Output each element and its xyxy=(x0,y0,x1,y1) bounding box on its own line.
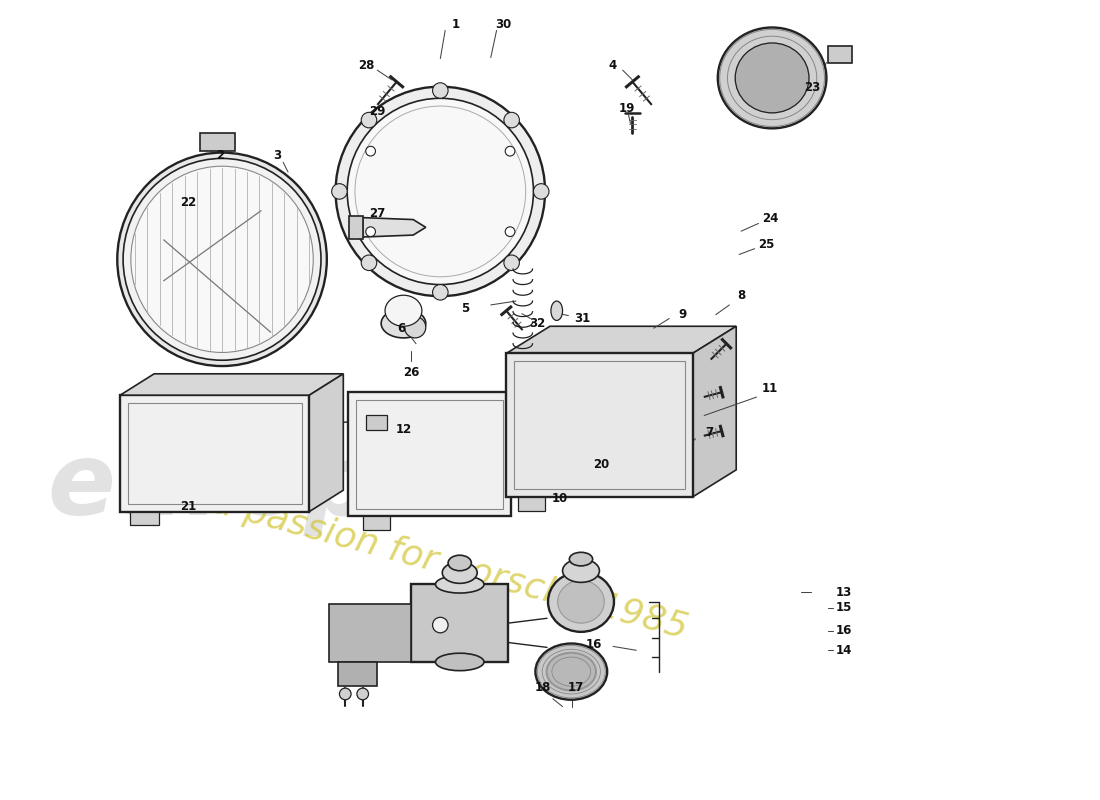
FancyBboxPatch shape xyxy=(411,584,508,662)
Ellipse shape xyxy=(381,309,426,338)
Polygon shape xyxy=(693,326,736,497)
Text: 25: 25 xyxy=(758,238,774,251)
Text: a passion for porsche 1985: a passion for porsche 1985 xyxy=(208,485,692,645)
Ellipse shape xyxy=(355,106,526,277)
Text: 16: 16 xyxy=(585,638,602,651)
Text: 24: 24 xyxy=(762,212,779,225)
Polygon shape xyxy=(120,374,343,395)
Text: 17: 17 xyxy=(568,681,584,694)
Text: 29: 29 xyxy=(370,106,385,118)
Text: 30: 30 xyxy=(495,18,512,31)
FancyBboxPatch shape xyxy=(363,517,389,530)
Ellipse shape xyxy=(551,301,562,321)
Text: 14: 14 xyxy=(836,644,852,657)
FancyBboxPatch shape xyxy=(506,354,693,497)
Ellipse shape xyxy=(436,653,484,670)
FancyBboxPatch shape xyxy=(339,662,377,686)
Ellipse shape xyxy=(548,572,614,632)
Ellipse shape xyxy=(405,317,426,338)
Text: 4: 4 xyxy=(609,59,617,72)
Circle shape xyxy=(340,688,351,700)
Text: 22: 22 xyxy=(180,195,196,209)
Ellipse shape xyxy=(224,241,254,293)
FancyBboxPatch shape xyxy=(349,392,512,517)
Ellipse shape xyxy=(118,153,327,366)
Ellipse shape xyxy=(735,43,808,113)
Circle shape xyxy=(504,255,519,270)
Polygon shape xyxy=(309,374,343,511)
Text: 15: 15 xyxy=(836,601,852,614)
Ellipse shape xyxy=(562,559,600,582)
FancyBboxPatch shape xyxy=(349,216,363,239)
Text: 32: 32 xyxy=(529,317,546,330)
Ellipse shape xyxy=(336,86,546,296)
Circle shape xyxy=(356,688,369,700)
Text: 12: 12 xyxy=(395,422,411,436)
Text: 18: 18 xyxy=(535,681,551,694)
Text: europes: europes xyxy=(47,439,504,536)
Ellipse shape xyxy=(536,643,607,700)
Circle shape xyxy=(432,285,448,300)
Circle shape xyxy=(505,227,515,237)
Ellipse shape xyxy=(570,552,593,566)
Ellipse shape xyxy=(131,166,314,353)
Ellipse shape xyxy=(348,98,534,285)
Circle shape xyxy=(534,184,549,199)
Circle shape xyxy=(365,227,375,237)
Text: 23: 23 xyxy=(804,81,820,94)
FancyBboxPatch shape xyxy=(365,414,387,430)
Ellipse shape xyxy=(436,575,484,593)
Ellipse shape xyxy=(123,158,321,360)
Text: 16: 16 xyxy=(836,624,852,638)
Text: 5: 5 xyxy=(461,302,470,315)
Text: 10: 10 xyxy=(551,493,568,506)
Ellipse shape xyxy=(442,562,477,583)
Circle shape xyxy=(432,82,448,98)
Text: 3: 3 xyxy=(273,149,282,162)
Ellipse shape xyxy=(448,555,472,570)
Circle shape xyxy=(361,255,376,270)
Text: 20: 20 xyxy=(593,458,609,470)
Text: 8: 8 xyxy=(737,289,745,302)
FancyBboxPatch shape xyxy=(518,497,546,510)
Circle shape xyxy=(332,184,348,199)
Polygon shape xyxy=(363,218,426,237)
Text: 6: 6 xyxy=(397,322,406,334)
FancyBboxPatch shape xyxy=(200,134,234,150)
Text: 9: 9 xyxy=(679,308,688,321)
Circle shape xyxy=(504,112,519,128)
Circle shape xyxy=(505,146,515,156)
Polygon shape xyxy=(506,326,736,354)
Ellipse shape xyxy=(546,652,596,691)
Text: 31: 31 xyxy=(574,312,590,325)
Text: 21: 21 xyxy=(180,500,196,514)
Text: 28: 28 xyxy=(359,59,375,72)
Text: 19: 19 xyxy=(618,102,635,115)
FancyBboxPatch shape xyxy=(120,395,309,511)
Text: 27: 27 xyxy=(370,207,385,220)
Circle shape xyxy=(361,112,376,128)
FancyBboxPatch shape xyxy=(130,511,159,525)
Ellipse shape xyxy=(558,581,604,623)
Text: 2: 2 xyxy=(216,149,224,162)
Text: 11: 11 xyxy=(762,382,779,395)
Text: 7: 7 xyxy=(705,426,713,438)
Text: 1: 1 xyxy=(452,18,460,31)
Circle shape xyxy=(365,146,375,156)
Ellipse shape xyxy=(385,295,422,326)
Ellipse shape xyxy=(718,27,826,128)
FancyBboxPatch shape xyxy=(329,604,411,662)
Text: 26: 26 xyxy=(403,366,419,379)
FancyBboxPatch shape xyxy=(828,46,851,63)
Text: 13: 13 xyxy=(836,586,852,598)
Circle shape xyxy=(432,618,448,633)
